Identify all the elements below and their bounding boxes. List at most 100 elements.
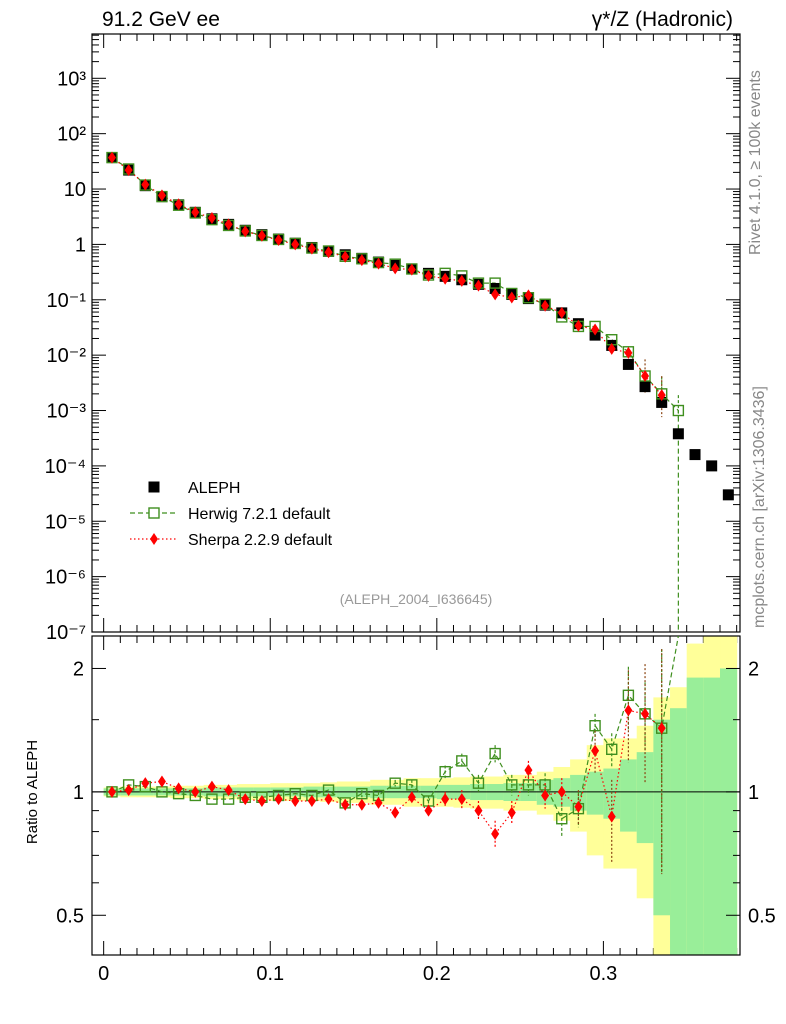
- sherpa-ratio-line: [111, 709, 663, 835]
- aleph-point: [622, 358, 634, 370]
- sherpa-point: [157, 189, 166, 202]
- sherpa-ratio-point: [291, 794, 300, 807]
- sherpa-point: [641, 370, 650, 383]
- legend-label: Herwig 7.2.1 default: [188, 506, 331, 523]
- ratio-frame: [91, 635, 741, 956]
- herwig-point: [672, 404, 685, 417]
- sherpa-point: [474, 279, 483, 292]
- sherpa-point: [241, 225, 250, 238]
- sherpa-ratio-point: [107, 785, 116, 798]
- sherpa-ratio-point: [257, 794, 266, 807]
- sherpa-point: [324, 246, 333, 259]
- legend-herwig-marker: [148, 507, 160, 519]
- sherpa-ratio-point: [607, 810, 616, 823]
- side-label-rivet: Rivet 4.1.0, ≥ 100k events: [747, 70, 764, 255]
- sherpa-point: [607, 342, 616, 355]
- sherpa-line: [111, 157, 663, 396]
- sherpa-point: [124, 164, 133, 177]
- band-green: [686, 677, 704, 955]
- sherpa-point: [257, 229, 266, 242]
- y-tick-label: 10⁻⁷: [46, 622, 86, 644]
- sherpa-point: [424, 269, 433, 282]
- sherpa-ratio-point: [491, 827, 500, 840]
- band-green: [586, 771, 604, 815]
- sherpa-ratio-point: [407, 791, 416, 804]
- herwig-ratio-point: [522, 779, 535, 791]
- sherpa-ratio-point: [374, 796, 383, 809]
- legend-label: Sherpa 2.2.9 default: [188, 532, 333, 549]
- sherpa-point: [407, 263, 416, 276]
- legend-aleph-marker: [148, 481, 160, 493]
- aleph-point: [689, 449, 701, 461]
- aleph-point: [656, 396, 668, 408]
- ratio-plot: 0 0.1 0.2 0.3 0.5 0.5 1 1 2 2: [56, 635, 776, 985]
- herwig-ratio-point: [606, 743, 618, 756]
- sherpa-point: [574, 319, 583, 332]
- sherpa-ratio-point: [624, 704, 633, 717]
- sherpa-ratio-point: [657, 722, 666, 735]
- y-tick-label: 10⁻¹: [47, 290, 87, 312]
- legend: ALEPH Herwig 7.2.1 default Sherpa 2.2.9 de…: [130, 480, 333, 549]
- herwig-point: [489, 277, 501, 289]
- herwig-ratio-point: [389, 777, 401, 789]
- sherpa-ratio-point: [357, 798, 366, 811]
- sherpa-point: [174, 198, 183, 211]
- ratio-y-tick-label-right: 1: [748, 782, 759, 804]
- sherpa-ratio-point: [441, 793, 450, 806]
- sherpa-point: [341, 250, 350, 263]
- sherpa-ratio-point: [557, 785, 566, 798]
- sherpa-point: [524, 289, 533, 302]
- band-green: [703, 677, 721, 955]
- sherpa-point: [141, 178, 150, 191]
- y-tick-label: 10⁻²: [47, 345, 87, 367]
- sherpa-ratio-point: [424, 804, 433, 817]
- sherpa-point: [624, 346, 633, 359]
- band-green: [620, 759, 638, 832]
- main-plot: 10⁻⁷ 10⁻⁶ 10⁻⁵ 10⁻⁴ 10⁻³ 10⁻² 10⁻¹ 1 10 10² 10³: [45, 33, 741, 955]
- ratio-y-tick-label-right: 0.5: [748, 905, 776, 927]
- sherpa-ratio-point: [541, 789, 550, 802]
- x-tick-label: 0.3: [589, 963, 617, 985]
- legend-sherpa-marker: [150, 533, 158, 545]
- herwig-ratio-point: [439, 765, 451, 778]
- band-green: [720, 668, 738, 955]
- herwig-ratio-point: [456, 755, 468, 767]
- sherpa-ratio-point: [174, 782, 183, 795]
- herwig-ratio-point: [472, 777, 485, 789]
- sherpa-point: [291, 238, 300, 251]
- sherpa-ratio-point: [307, 794, 316, 807]
- x-tick-label: 0.2: [423, 963, 451, 985]
- sherpa-point: [374, 257, 383, 270]
- sherpa-ratio-point: [191, 785, 200, 798]
- y-tick-label: 10³: [57, 68, 86, 90]
- x-tick-label: 0.1: [256, 963, 284, 985]
- sherpa-point: [207, 211, 216, 224]
- sherpa-ratio-point: [391, 806, 400, 819]
- herwig-ratio-point: [489, 747, 501, 760]
- sherpa-point: [557, 306, 566, 319]
- sherpa-ratio-point: [524, 764, 533, 777]
- sherpa-ratio-point: [591, 744, 600, 757]
- y-tick-label: 1: [75, 234, 86, 256]
- band-green: [636, 752, 654, 844]
- y-tick-label: 10: [64, 179, 86, 201]
- sherpa-point: [507, 291, 516, 304]
- sherpa-ratio-point: [241, 793, 250, 806]
- aleph-point: [672, 428, 684, 440]
- legend-label: ALEPH: [188, 480, 240, 497]
- sherpa-point: [491, 288, 500, 301]
- sherpa-ratio-point: [574, 800, 583, 813]
- y-tick-label: 10⁻⁵: [45, 511, 86, 533]
- main-frame: [91, 33, 741, 633]
- herwig-ratio-point: [506, 779, 518, 791]
- herwig-ratio-point: [206, 793, 218, 805]
- herwig-line: [111, 157, 679, 632]
- sherpa-ratio-point: [457, 793, 466, 806]
- sherpa-point: [391, 262, 400, 275]
- sherpa-ratio-point: [124, 784, 133, 797]
- sherpa-point: [441, 272, 450, 285]
- sherpa-point: [591, 323, 600, 336]
- herwig-ratio-point: [406, 779, 418, 791]
- sherpa-ratio-point: [641, 707, 650, 720]
